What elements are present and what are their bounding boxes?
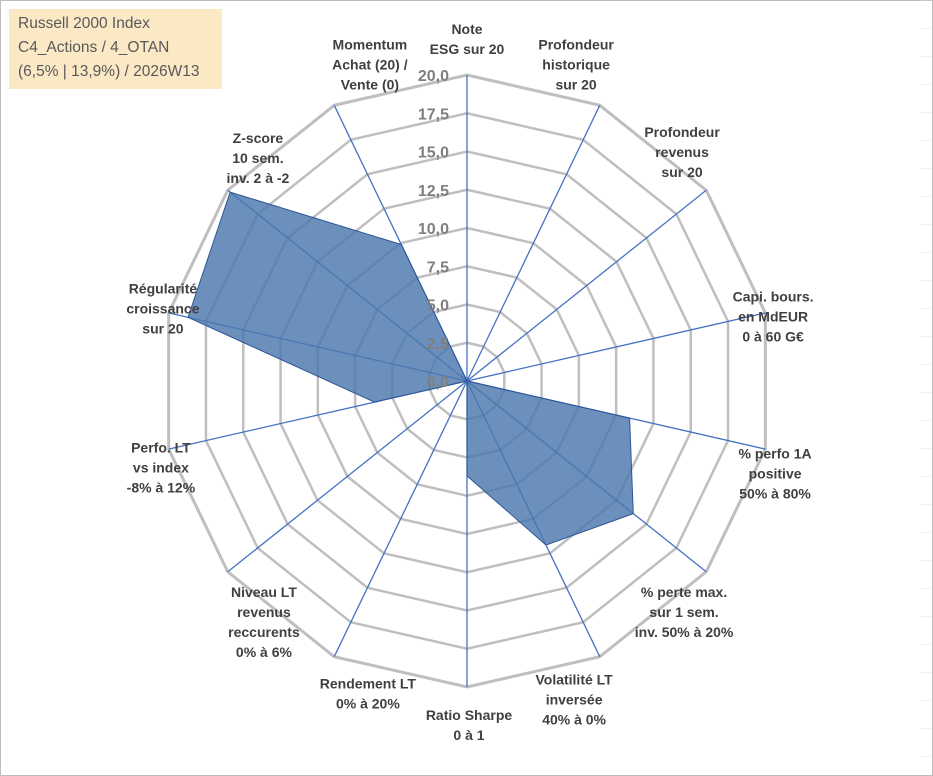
- axis-label-line: -8% à 12%: [127, 479, 196, 495]
- axis-label-9: Niveau LT revenus reccurents 0% à 6%: [228, 584, 300, 660]
- axis-label-line: % perte max.: [641, 584, 727, 600]
- tick-label: 15,0: [418, 145, 449, 162]
- axis-label-line: Vente (0): [341, 76, 399, 92]
- tick-label: 10,0: [418, 221, 449, 238]
- axis-label-line: 40% à 0%: [542, 712, 606, 728]
- axis-label-line: 10 sem.: [232, 150, 283, 166]
- tick-label: 12,5: [418, 183, 449, 200]
- axis-label-line: Ratio Sharpe: [426, 707, 513, 723]
- axis-line: [466, 189, 707, 382]
- axis-label-line: revenus: [237, 604, 291, 620]
- axis-label-line: Note: [451, 21, 482, 37]
- axis-label-line: inv. 2 à -2: [227, 170, 290, 186]
- tick-label: 2,5: [427, 336, 449, 353]
- info-box: Russell 2000 Index C4_Actions / 4_OTAN (…: [9, 9, 222, 89]
- axis-label-line: en MdEUR: [738, 309, 808, 325]
- axis-label-12: Z-score 10 sem. inv. 2 à -2: [227, 130, 290, 186]
- axis-label-line: Z-score: [233, 130, 284, 146]
- axis-label-6: Volatilité LT inversée 40% à 0%: [535, 672, 613, 728]
- axis-line: [466, 105, 601, 382]
- axis-label-line: Achat (20) /: [332, 56, 408, 72]
- axis-label-13: Momentum Achat (20) / Vente (0): [332, 36, 408, 92]
- axis-line: [227, 380, 468, 573]
- tick-label: 17,5: [418, 106, 449, 123]
- info-title: Russell 2000 Index: [18, 15, 150, 32]
- axis-label-line: % perfo 1A: [739, 445, 812, 461]
- axis-label-line: ESG sur 20: [430, 41, 505, 57]
- axis-label-line: 0 à 1: [453, 727, 484, 743]
- axis-label-line: Capi. bours.: [733, 289, 814, 305]
- axis-label-5: % perte max. sur 1 sem. inv. 50% à 20%: [635, 584, 734, 640]
- axis-label-line: Momentum: [333, 36, 408, 52]
- axis-label-line: reccurents: [228, 624, 300, 640]
- axis-label-line: Perfo. LT: [131, 439, 191, 455]
- axis-label-0: Note ESG sur 20: [430, 21, 505, 57]
- axis-label-line: Profondeur: [538, 36, 614, 52]
- tick-label: 0,0: [427, 374, 449, 391]
- axis-label-4: % perfo 1A positive 50% à 80%: [739, 445, 812, 501]
- label-layer: Note ESG sur 20 Profondeur historique sur 20…: [126, 21, 813, 743]
- axis-label-line: Régularité: [129, 281, 198, 297]
- axis-label-8: Rendement LT 0% à 20%: [320, 676, 417, 712]
- axis-label-10: Perfo. LT vs index -8% à 12%: [127, 439, 196, 495]
- axis-label-line: historique: [542, 56, 610, 72]
- axis-label-line: vs index: [133, 459, 189, 475]
- series-layer: [187, 191, 634, 546]
- right-edge-strip: [920, 0, 932, 774]
- tick-label: 5,0: [427, 298, 449, 315]
- axis-label-line: revenus: [655, 144, 709, 160]
- axis-label-line: croissance: [126, 301, 199, 317]
- axis-label-line: 0% à 6%: [236, 644, 293, 660]
- axis-label-line: sur 20: [142, 321, 183, 337]
- info-range-week: (6,5% | 13,9%) / 2026W13: [18, 63, 200, 80]
- axis-label-3: Capi. bours. en MdEUR 0 à 60 G€: [733, 289, 814, 345]
- axis-label-line: Rendement LT: [320, 676, 417, 692]
- series-area: [187, 191, 634, 546]
- tick-layer: 0,0 2,5 5,0 7,5 10,0 12,5 15,0 17,5 20,0: [418, 68, 449, 391]
- axis-label-1: Profondeur historique sur 20: [538, 36, 614, 92]
- info-category: C4_Actions / 4_OTAN: [18, 39, 170, 56]
- axis-label-line: Volatilité LT: [535, 672, 613, 688]
- axis-label-line: inv. 50% à 20%: [635, 624, 734, 640]
- axis-label-7: Ratio Sharpe 0 à 1: [426, 707, 513, 743]
- axis-label-line: inversée: [546, 692, 603, 708]
- axis-label-line: 50% à 80%: [739, 485, 811, 501]
- axis-label-line: sur 1 sem.: [649, 604, 718, 620]
- axis-label-line: positive: [749, 465, 802, 481]
- axis-label-line: Niveau LT: [231, 584, 297, 600]
- axis-label-line: 0 à 60 G€: [742, 329, 804, 345]
- tick-label: 20,0: [418, 68, 449, 85]
- axis-label-2: Profondeur revenus sur 20: [644, 124, 720, 180]
- axis-line: [466, 312, 766, 382]
- axis-label-11: Régularité croissance sur 20: [126, 281, 199, 337]
- axis-label-line: sur 20: [661, 164, 702, 180]
- axis-label-line: 0% à 20%: [336, 696, 400, 712]
- tick-label: 7,5: [427, 259, 449, 276]
- axis-line: [333, 380, 468, 657]
- axis-label-line: sur 20: [555, 76, 596, 92]
- axis-label-line: Profondeur: [644, 124, 720, 140]
